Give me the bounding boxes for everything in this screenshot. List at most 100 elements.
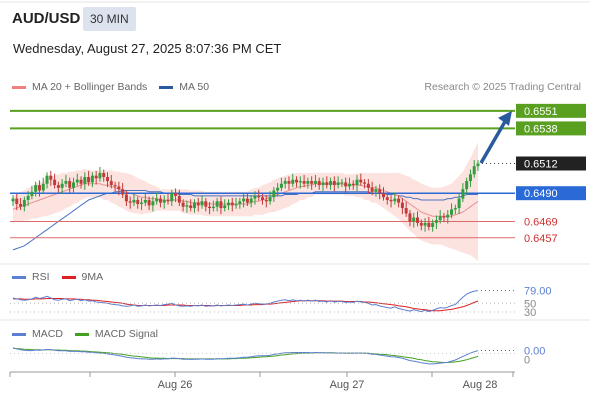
candle-body — [329, 181, 333, 186]
candle-body — [344, 182, 348, 187]
candle-body — [223, 205, 227, 209]
pivot-label-box — [516, 186, 586, 201]
candle-body — [83, 177, 87, 184]
candle-body — [359, 179, 363, 183]
candle-body — [34, 185, 38, 192]
legend-rsi-ma-label: 9MA — [81, 271, 104, 283]
legend-ma20: MA 20 + Bollinger Bands — [12, 81, 147, 93]
candle-body — [204, 201, 208, 207]
time-axis-label: Aug 28 — [463, 379, 498, 391]
candle-body — [253, 195, 257, 199]
candle-body — [87, 177, 91, 183]
candle-body — [465, 181, 469, 190]
candle-body — [427, 222, 431, 227]
candle-body — [196, 202, 200, 206]
legend-macd-signal-label: MACD Signal — [94, 328, 158, 340]
macd-last-label: 0.00 — [524, 346, 545, 358]
candle-body — [291, 179, 295, 184]
legend-ma50-label: MA 50 — [179, 81, 210, 93]
resistance-label: 0.6538 — [524, 123, 558, 135]
legend-ma50: MA 50 — [159, 81, 209, 93]
candle-body — [155, 198, 159, 202]
legend-macd: MACD — [12, 328, 63, 340]
macd-zero-label: 0 — [524, 354, 530, 366]
candle-body — [306, 181, 310, 184]
symbol-title: AUD/USD — [12, 10, 81, 27]
candle-body — [166, 199, 170, 202]
candle-body — [385, 197, 389, 200]
macd-signal-line — [12, 347, 479, 363]
candle-body — [192, 202, 196, 209]
resistance-label-box — [516, 103, 586, 118]
rsi-last-label: 79.00 — [524, 286, 552, 298]
support-label: 0.6469 — [524, 217, 558, 229]
candle-body — [276, 187, 280, 191]
candle-body — [336, 182, 340, 186]
candle-body — [257, 195, 261, 198]
resistance-label: 0.6551 — [524, 106, 558, 118]
candle-body — [457, 198, 461, 209]
candle-body — [226, 202, 230, 206]
candle-body — [400, 202, 404, 209]
candle-body — [158, 198, 162, 203]
timestamp: Wednesday, August 27, 2025 8:07:36 PM CE… — [13, 41, 282, 56]
candle-body — [419, 222, 423, 226]
candle-body — [374, 189, 378, 192]
candle-body — [453, 208, 457, 210]
candle-body — [355, 179, 359, 186]
candle-body — [37, 185, 41, 191]
candle-body — [268, 197, 272, 202]
candle-body — [124, 194, 128, 202]
candle-body — [230, 202, 234, 206]
candle-body — [60, 183, 64, 188]
candle-body — [219, 201, 223, 209]
forecast-arrow-head — [498, 110, 512, 126]
candle-body — [302, 181, 306, 184]
candle-body — [249, 198, 253, 203]
candle-body — [90, 175, 94, 183]
candle-body — [53, 179, 57, 186]
candle-body — [298, 181, 302, 183]
candle-body — [45, 175, 49, 184]
candle-body — [140, 202, 144, 204]
candle-body — [468, 174, 472, 182]
candle-body — [121, 189, 125, 195]
support-label: 0.6457 — [524, 233, 558, 245]
candle-body — [113, 185, 117, 187]
rsi-ma-swatch — [61, 275, 76, 279]
candle-body — [431, 222, 435, 227]
rsi-line — [12, 290, 479, 313]
candle-body — [215, 201, 219, 207]
candle-body — [264, 199, 268, 202]
bollinger-band-area — [13, 141, 478, 261]
candle-body — [283, 181, 287, 184]
candle-body — [132, 199, 136, 203]
candle-body — [11, 198, 15, 202]
ma20-line — [12, 183, 479, 217]
candle-body — [438, 216, 442, 221]
timeframe-badge[interactable]: 30 MIN — [83, 7, 136, 31]
legend-ma20-label: MA 20 + Bollinger Bands — [32, 81, 148, 93]
candle-body — [174, 193, 178, 196]
candle-body — [472, 166, 476, 175]
candle-body — [49, 175, 53, 180]
candle-body — [325, 182, 329, 186]
candle-body — [347, 183, 351, 187]
candle-body — [476, 163, 480, 167]
candle-body — [434, 220, 438, 223]
candle-body — [332, 181, 336, 186]
candle-body — [136, 199, 140, 204]
candle-body — [71, 182, 75, 188]
pivot-label: 0.6490 — [524, 188, 558, 200]
legend-macd-signal: MACD Signal — [74, 328, 158, 340]
ma50-line — [12, 190, 478, 251]
candle-body — [177, 195, 181, 203]
candle-body — [238, 201, 242, 204]
candle-body — [234, 204, 238, 206]
candle-body — [423, 222, 427, 226]
candle-body — [317, 181, 321, 186]
candle-body — [128, 201, 132, 203]
candle-body — [98, 172, 102, 179]
candle-body — [378, 189, 382, 194]
